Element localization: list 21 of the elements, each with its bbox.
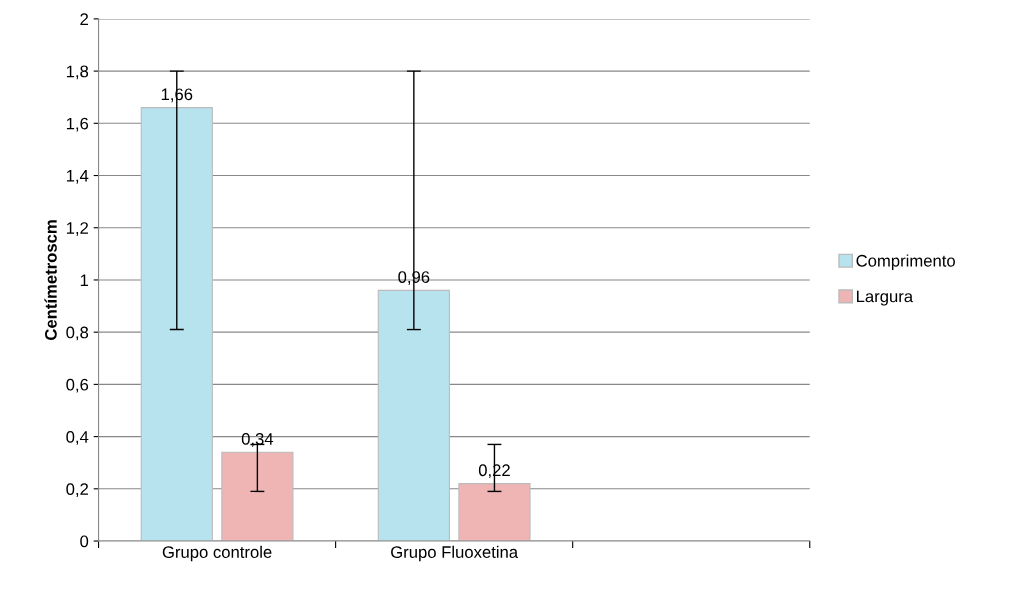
bar [221,451,294,542]
y-tick-label: 0,8 [66,326,89,341]
y-tick-label: 0,6 [66,378,89,393]
y-tick-label: 0 [80,535,89,548]
x-tick-label: Grupo Fluoxetina [391,545,519,562]
data-label: 0,34 [241,433,274,447]
y-tick-label: 0,2 [66,483,88,497]
y-tick-label: 1 [80,274,89,286]
legend-label: Comprimento [856,254,955,270]
legend-label: Largura [857,290,914,306]
y-tick-label: 2 [80,13,88,25]
bar [140,107,213,542]
bar [377,289,450,542]
y-axis-title: Centímetroscm [44,220,57,340]
y-tick-label: 1,2 [66,222,88,236]
y-tick-label: 1,4 [66,170,89,184]
y-tick-label: 1,8 [66,65,89,80]
bar [458,483,531,542]
y-tick-label: 0,4 [66,431,89,445]
x-tick-label: Grupo controle [162,545,272,562]
y-tick-label: 1,6 [66,117,89,132]
